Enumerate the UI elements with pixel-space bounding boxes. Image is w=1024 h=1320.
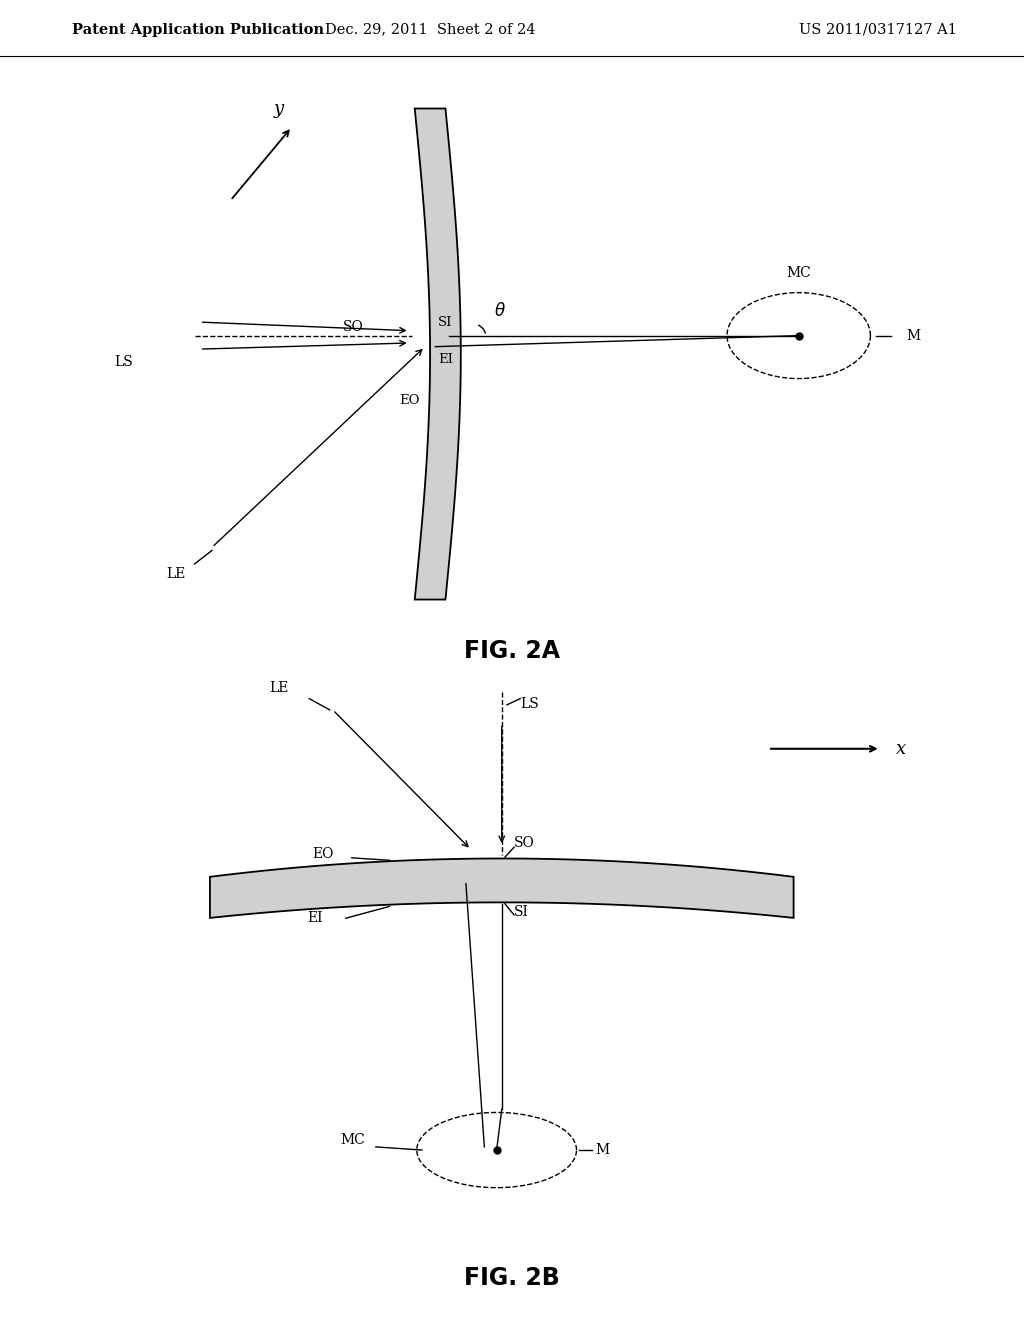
- Text: SI: SI: [514, 906, 529, 919]
- Text: M: M: [595, 1143, 609, 1158]
- Text: SO: SO: [343, 319, 364, 334]
- Text: LE: LE: [269, 681, 289, 696]
- Text: SO: SO: [514, 836, 535, 850]
- Text: Patent Application Publication: Patent Application Publication: [72, 22, 324, 37]
- Text: US 2011/0317127 A1: US 2011/0317127 A1: [799, 22, 956, 37]
- Polygon shape: [415, 108, 461, 599]
- Text: SI: SI: [438, 317, 453, 330]
- Text: LS: LS: [520, 697, 539, 711]
- Text: EO: EO: [399, 395, 420, 408]
- Text: Dec. 29, 2011  Sheet 2 of 24: Dec. 29, 2011 Sheet 2 of 24: [325, 22, 536, 37]
- Text: y: y: [273, 100, 284, 117]
- Text: LE: LE: [167, 568, 185, 581]
- Text: EI: EI: [438, 354, 454, 366]
- Text: EI: EI: [307, 911, 324, 925]
- Text: FIG. 2B: FIG. 2B: [464, 1266, 560, 1290]
- Text: LS: LS: [115, 355, 133, 370]
- Text: FIG. 2A: FIG. 2A: [464, 639, 560, 663]
- Text: EO: EO: [312, 847, 334, 861]
- Text: MC: MC: [786, 267, 811, 280]
- Text: M: M: [906, 329, 921, 343]
- Text: $\theta$: $\theta$: [494, 302, 506, 319]
- Polygon shape: [210, 858, 794, 917]
- Text: x: x: [896, 739, 906, 758]
- Text: MC: MC: [341, 1133, 366, 1147]
